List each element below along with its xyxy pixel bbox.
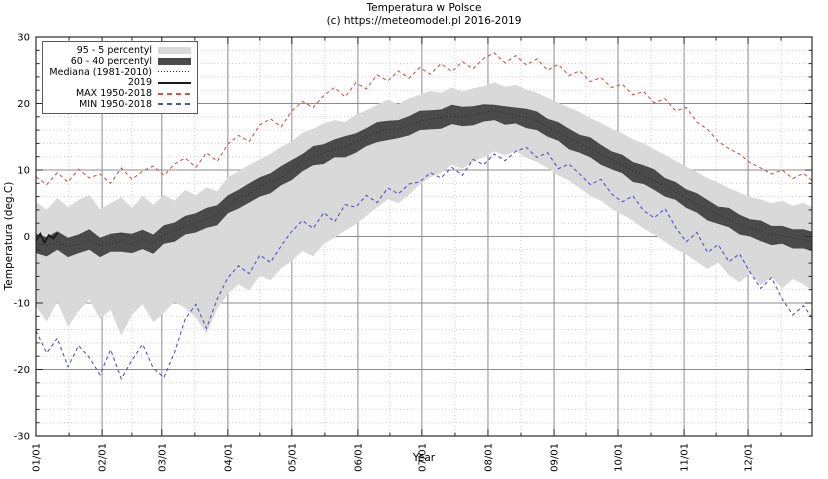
legend-row: MIN 1950-2018 — [47, 99, 191, 110]
svg-text:06/01: 06/01 — [353, 443, 364, 472]
x-axis-title: Year — [412, 452, 436, 464]
svg-text:01/01: 01/01 — [32, 443, 43, 472]
svg-text:10: 10 — [17, 166, 30, 177]
svg-text:20: 20 — [17, 99, 30, 110]
svg-text:-30: -30 — [14, 432, 30, 443]
svg-text:11/01: 11/01 — [680, 443, 691, 472]
svg-text:-10: -10 — [14, 299, 30, 310]
svg-text:02/01: 02/01 — [98, 443, 109, 472]
svg-text:30: 30 — [17, 33, 30, 44]
legend: 95 - 5 percentyl 60 - 40 percentyl Media… — [42, 41, 198, 114]
svg-text:07/01: 07/01 — [417, 443, 428, 472]
svg-text:-20: -20 — [14, 365, 30, 376]
legend-sample-mediana-dotted-line — [158, 71, 191, 73]
legend-label-min: MIN 1950-2018 — [79, 98, 152, 110]
legend-sample-max-dashed-line — [158, 92, 191, 95]
legend-sample-95-5-band — [158, 46, 191, 54]
legend-label-2019: 2019 — [127, 77, 152, 89]
line-2019 — [35, 231, 59, 245]
legend-sample-2019-solid-line — [158, 81, 191, 84]
legend-sample-60-40-band — [158, 57, 191, 65]
svg-text:05/01: 05/01 — [287, 443, 298, 472]
legend-row: 2019 — [47, 77, 191, 88]
legend-sample-min-dashed-line — [158, 103, 191, 106]
svg-text:04/01: 04/01 — [223, 443, 234, 472]
legend-row: Mediana (1981-2010) — [47, 67, 191, 78]
svg-text:10/01: 10/01 — [614, 443, 625, 472]
svg-text:12/01: 12/01 — [744, 443, 755, 472]
legend-label-95-5-percentyl: 95 - 5 percentyl — [76, 44, 152, 56]
max-1950-2018-line — [35, 52, 813, 186]
legend-row: 95 - 5 percentyl — [47, 45, 191, 56]
chart-title: Temperatura w Polsce — [366, 2, 482, 14]
legend-label-mediana: Mediana (1981-2010) — [49, 66, 152, 78]
svg-text:03/01: 03/01 — [157, 443, 168, 472]
legend-label-60-40-percentyl: 60 - 40 percentyl — [70, 55, 152, 67]
legend-label-max: MAX 1950-2018 — [75, 88, 152, 100]
legend-row: 60 - 40 percentyl — [47, 56, 191, 67]
svg-text:0: 0 — [24, 232, 30, 243]
band-95-5-percentile — [36, 82, 812, 336]
band-60-40-percentile — [36, 104, 812, 258]
svg-text:09/01: 09/01 — [550, 443, 561, 472]
chart-subtitle: (c) https://meteomodel.pl 2016-2019 — [326, 15, 522, 27]
svg-text:08/01: 08/01 — [484, 443, 495, 472]
legend-row: MAX 1950-2018 — [47, 88, 191, 99]
